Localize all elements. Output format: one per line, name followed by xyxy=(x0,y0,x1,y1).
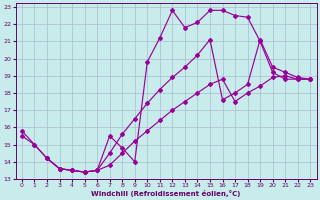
X-axis label: Windchill (Refroidissement éolien,°C): Windchill (Refroidissement éolien,°C) xyxy=(92,190,241,197)
